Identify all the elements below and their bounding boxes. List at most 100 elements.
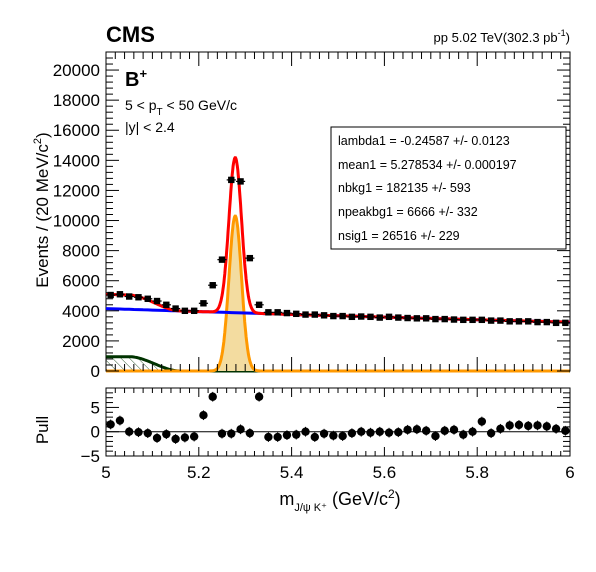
y-tick-label: 12000	[53, 181, 100, 200]
data-point	[460, 316, 467, 324]
y-tick-label: 2000	[62, 332, 100, 351]
pull-point	[162, 429, 171, 439]
fit-param-nsig: nsig1 = 26516 +/- 229	[338, 229, 460, 243]
pull-point	[134, 428, 143, 437]
pull-point	[208, 392, 217, 401]
pull-point	[524, 421, 533, 431]
data-point	[209, 282, 216, 289]
fit-param-nbkg: nbkg1 = 182135 +/- 593	[338, 181, 471, 195]
pull-point	[180, 433, 190, 442]
data-point	[432, 315, 439, 323]
pull-point	[542, 422, 551, 431]
data-point	[172, 305, 179, 312]
y-tick-label: 10000	[53, 212, 100, 231]
x-tick-label: 6	[565, 463, 574, 482]
experiment-label: CMS	[106, 22, 155, 47]
pull-point	[421, 426, 431, 435]
data-point	[487, 317, 495, 324]
pull-point	[199, 411, 208, 420]
pull-point	[375, 427, 384, 436]
pull-y-tick-label: −5	[81, 447, 100, 466]
pull-point	[514, 420, 524, 430]
pull-point	[459, 430, 468, 439]
data-point	[181, 307, 189, 315]
data-point	[302, 311, 309, 318]
y-tick-label: 4000	[62, 302, 100, 321]
luminosity-label: pp 5.02 TeV(302.3 pb-1)	[434, 28, 570, 45]
pull-point	[440, 426, 449, 435]
y-tick-label: 20000	[53, 61, 100, 80]
fit-param-mean: mean1 = 5.278534 +/- 0.000197	[338, 158, 517, 172]
y-tick-label: 14000	[53, 151, 100, 170]
data-point	[534, 318, 541, 326]
pull-point	[282, 430, 292, 440]
pull-point	[551, 424, 561, 433]
pull-point	[366, 428, 375, 437]
fit-param-npeakbg: npeakbg1 = 6666 +/- 332	[338, 205, 478, 219]
data-point	[228, 176, 235, 184]
data-point	[525, 318, 532, 325]
pull-point	[310, 432, 319, 442]
pull-point	[301, 427, 310, 436]
data-point	[358, 313, 365, 320]
data-point	[339, 312, 346, 320]
data-point	[506, 318, 513, 325]
pull-point	[227, 429, 236, 438]
data-point	[515, 318, 523, 325]
x-tick-label: 5	[101, 463, 110, 482]
data-point	[274, 309, 281, 316]
pull-point	[273, 432, 282, 442]
data-point	[552, 319, 560, 327]
data-point	[330, 312, 337, 320]
y-tick-label: 6000	[62, 272, 100, 291]
data-point	[246, 254, 254, 262]
data-point	[422, 315, 430, 322]
pull-point	[384, 428, 394, 437]
data-point	[218, 256, 226, 263]
pull-point	[125, 427, 134, 436]
rapidity-cut-label: |y| < 2.4	[125, 119, 175, 135]
data-point	[395, 314, 402, 321]
y-tick-label: 0	[91, 362, 100, 381]
data-point	[153, 297, 161, 305]
fit-param-lambda: lambda1 = -0.24587 +/- 0.0123	[338, 134, 510, 148]
pull-point	[347, 428, 357, 438]
pull-point	[486, 428, 496, 438]
pull-y-tick-label: 0	[91, 423, 100, 442]
y-tick-label: 8000	[62, 242, 100, 261]
data-point	[126, 293, 133, 300]
pull-y-tick-label: 5	[91, 398, 100, 417]
data-point	[367, 313, 374, 321]
pull-point	[412, 425, 422, 434]
pull-point	[431, 431, 440, 441]
x-tick-label: 5.4	[280, 463, 304, 482]
data-point	[376, 314, 383, 321]
data-point	[255, 301, 263, 308]
data-point	[163, 301, 170, 308]
pull-point	[338, 431, 347, 441]
data-point	[144, 295, 151, 302]
data-point	[200, 300, 207, 307]
data-point	[135, 294, 142, 301]
pull-point	[468, 427, 477, 436]
data-point	[283, 309, 291, 317]
pull-point	[319, 429, 329, 438]
data-point	[293, 310, 300, 318]
pull-point	[357, 427, 366, 436]
data-point	[385, 313, 393, 321]
pull-point	[403, 425, 412, 434]
fit-parameter-box: lambda1 = -0.24587 +/- 0.0123 mean1 = 5.…	[330, 126, 567, 250]
data-point	[311, 311, 318, 318]
data-point	[413, 315, 421, 322]
x-tick-label: 5.6	[373, 463, 397, 482]
pull-point	[264, 432, 273, 442]
pull-point	[245, 428, 255, 438]
pull-point	[189, 432, 199, 441]
data-point	[543, 318, 550, 326]
pull-point	[394, 428, 403, 437]
pt-cut-label: 5 < pT < 50 GeV/c	[125, 97, 237, 118]
data-point	[107, 291, 114, 299]
x-tick-label: 5.2	[187, 463, 211, 482]
data-point	[265, 309, 272, 316]
